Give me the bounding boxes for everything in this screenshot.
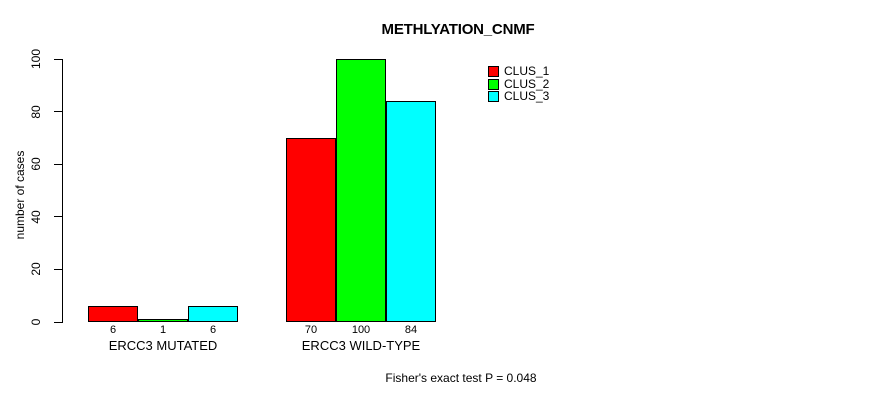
y-axis-line bbox=[62, 59, 63, 323]
bar-value-label: 100 bbox=[351, 324, 371, 336]
legend-label-clus_3: CLUS_3 bbox=[504, 89, 550, 104]
bar-clus_1-group2 bbox=[286, 137, 336, 322]
y-axis-tick-label: 100 bbox=[29, 48, 43, 70]
bar-clus_3-group1 bbox=[188, 306, 238, 322]
y-axis-tick-label: 60 bbox=[29, 157, 43, 171]
bar-clus_2-group2 bbox=[336, 59, 386, 322]
legend-label-clus_2: CLUS_2 bbox=[504, 76, 550, 91]
y-axis-tick bbox=[54, 58, 62, 60]
legend-swatch-clus_1 bbox=[488, 66, 499, 77]
y-axis-tick-label: 20 bbox=[29, 262, 43, 277]
y-axis-tick bbox=[54, 268, 62, 270]
legend-swatch-clus_3 bbox=[488, 91, 499, 103]
bar-clus_3-group2 bbox=[386, 101, 436, 322]
legend-swatch-clus_2 bbox=[488, 78, 499, 90]
y-axis-tick-label: 0 bbox=[29, 318, 43, 326]
bar-value-label: 1 bbox=[159, 324, 167, 336]
legend-label-clus_1: CLUS_1 bbox=[504, 64, 550, 78]
y-axis-tick bbox=[54, 216, 62, 218]
y-axis-tick bbox=[54, 111, 62, 113]
bar-clus_2-group1 bbox=[138, 319, 188, 322]
y-axis-tick bbox=[54, 321, 62, 323]
bar-value-label: 70 bbox=[304, 324, 318, 336]
annotation-text: Fisher's exact test P = 0.048 bbox=[385, 371, 537, 385]
chart-title: METHLYATION_CNMF bbox=[381, 21, 535, 38]
bar-value-label: 6 bbox=[109, 324, 117, 336]
y-axis-tick-label: 80 bbox=[29, 104, 43, 119]
y-axis-tick bbox=[54, 163, 62, 165]
category-label: ERCC3 WILD-TYPE bbox=[301, 338, 421, 353]
bar-value-label: 6 bbox=[209, 324, 217, 336]
bar-value-label: 84 bbox=[404, 324, 418, 336]
category-label: ERCC3 MUTATED bbox=[108, 338, 218, 353]
y-axis-label: number of cases bbox=[13, 150, 27, 240]
bar-clus_1-group1 bbox=[88, 306, 138, 322]
y-axis-tick-label: 40 bbox=[29, 210, 43, 224]
